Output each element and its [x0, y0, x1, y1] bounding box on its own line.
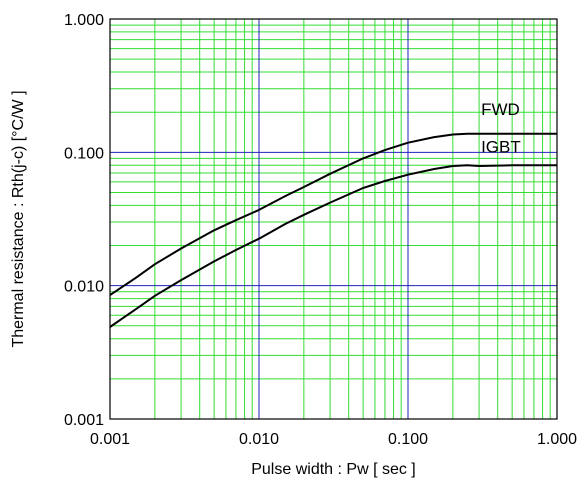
- y-tick-label: 1.000: [64, 12, 104, 29]
- y-tick-label: 0.010: [64, 279, 104, 296]
- minor-grid: [110, 19, 557, 419]
- y-tick-label: 0.001: [64, 412, 104, 429]
- y-axis-title: Thermal resistance : Rth(j-c) [°C/W ]: [10, 90, 27, 347]
- series-line-igbt: [109, 164, 557, 328]
- plot-frame: [109, 18, 558, 420]
- x-tick-label: 1.000: [537, 431, 577, 448]
- y-tick-labels: 0.001 0.010 0.100 1.000: [64, 12, 104, 429]
- x-tick-labels: 0.001 0.010 0.100 1.000: [90, 431, 577, 448]
- y-tick-label: 0.100: [64, 145, 104, 162]
- x-tick-label: 0.010: [239, 431, 279, 448]
- series-label-fwd: FWD: [481, 100, 520, 119]
- series-layer: [109, 132, 557, 328]
- x-tick-label: 0.100: [388, 431, 428, 448]
- series-line-fwd: [109, 132, 557, 296]
- series-label-igbt: IGBT: [481, 137, 521, 156]
- x-axis-title: Pulse width : Pw [ sec ]: [251, 461, 416, 478]
- major-grid: [110, 19, 557, 419]
- series-labels: FWD IGBT: [481, 100, 521, 156]
- x-tick-label: 0.001: [90, 431, 130, 448]
